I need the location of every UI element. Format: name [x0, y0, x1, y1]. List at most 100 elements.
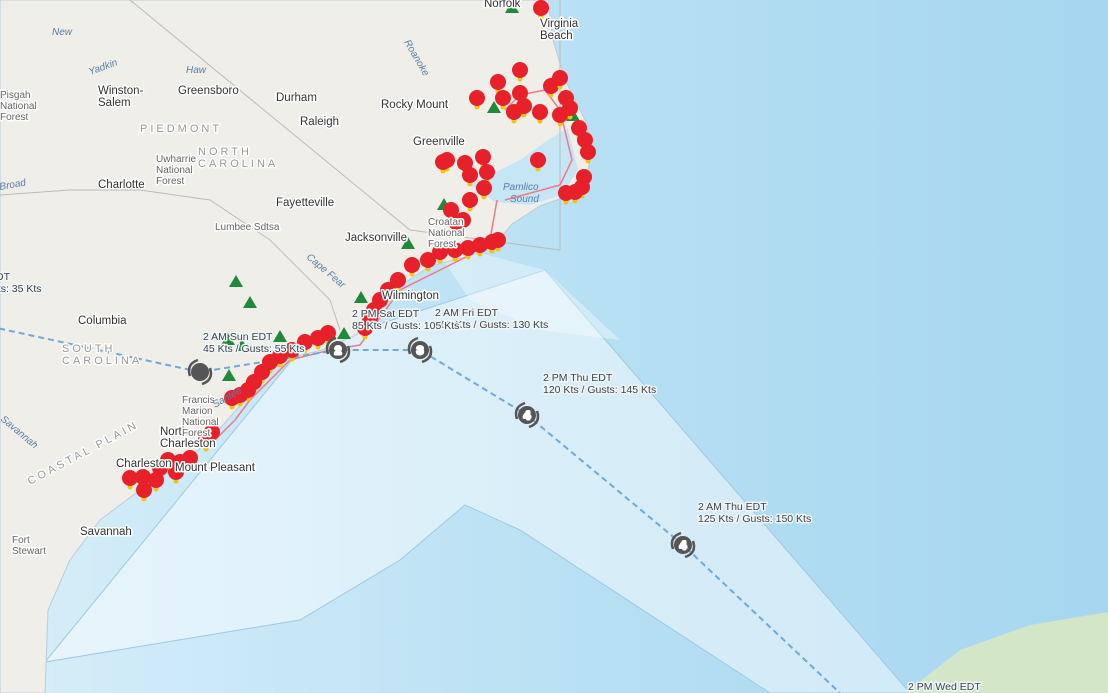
alert-marker [224, 390, 240, 406]
area-label: Pisgah [0, 90, 31, 101]
place-label: Raleigh [300, 116, 339, 128]
area-label: Lumbee Sdtsa [215, 222, 280, 233]
area-label: Forest [182, 428, 211, 439]
water-label: Haw [186, 65, 207, 76]
forecast-time: 2 PM Wed EDT [908, 681, 981, 693]
alert-marker [490, 232, 506, 248]
alert-marker [462, 167, 478, 183]
water-label: Pamlico [503, 182, 539, 193]
alert-marker [122, 470, 138, 486]
storm-swirl [670, 531, 696, 559]
forecast-cone-upper [430, 240, 620, 340]
forecast-time: 2 AM Fri EDT [435, 307, 499, 319]
shelter-marker [487, 101, 501, 113]
alert-marker [577, 132, 593, 148]
alert-marker [580, 144, 596, 160]
area-label: Uwharrie [156, 154, 196, 165]
storm-point [674, 536, 692, 554]
storm-swirl [325, 336, 351, 364]
area-label: Forest [0, 112, 29, 123]
shelter-marker [273, 330, 287, 342]
place-label: Greenville [413, 136, 465, 148]
alert-marker [512, 85, 528, 101]
markers [122, 0, 696, 559]
water-label: Sound [510, 194, 539, 205]
alert-marker [390, 272, 406, 288]
alert-marker [533, 0, 549, 16]
alert-marker [168, 464, 184, 480]
shelter-marker [229, 275, 243, 287]
shelter-marker [235, 339, 249, 351]
forecast-intensity: 120 Kts / Gusts: 145 Kts [543, 384, 656, 396]
alert-marker [530, 152, 546, 168]
land-outline [905, 612, 1108, 693]
area-label: Croatan [428, 217, 464, 228]
place-label: Mount Pleasant [175, 462, 256, 474]
region-label: CAROLINA [62, 355, 142, 367]
area-label: National [428, 228, 465, 239]
storm-point [411, 341, 429, 359]
water-label: New [52, 27, 73, 38]
forecast-cone [43, 269, 911, 693]
alert-marker [495, 90, 511, 106]
alert-marker [460, 240, 476, 256]
place-label: Jacksonville [345, 232, 407, 244]
forecast-intensity: 25 Kts / Gusts: 35 Kts [0, 283, 42, 295]
forecast-intensity: 45 Kts / Gusts: 55 Kts [203, 343, 305, 355]
shelter-marker [354, 291, 368, 303]
pamlico-sound [470, 128, 578, 205]
storm-swirl [187, 358, 213, 386]
forecast-time: 2 PM Sat EDT [352, 308, 420, 320]
area-label: Forest [156, 176, 185, 187]
alert-marker [198, 432, 214, 448]
alert-marker [516, 98, 532, 114]
alert-marker [432, 244, 448, 260]
alert-marker [420, 252, 436, 268]
alert-marker [571, 120, 587, 136]
place-label: Rocky Mount [381, 99, 449, 111]
forecast-intensity: 105 Kts / Gusts: 130 Kts [435, 319, 548, 331]
alert-marker [357, 320, 373, 336]
alert-marker [472, 237, 488, 253]
forecast-time: 2 AM Sun EDT [203, 331, 273, 343]
area-label: Forest [428, 239, 457, 250]
place-label: Greensboro [178, 85, 239, 97]
place-label: Charleston [160, 438, 216, 450]
forecast-time: 2 AM Thu EDT [698, 501, 767, 513]
alert-marker [479, 164, 495, 180]
place-label: Fayetteville [276, 197, 334, 209]
water-label: Broad [0, 177, 27, 193]
forecast-intensity: 85 Kts / Gusts: 105 Kts [352, 320, 459, 332]
alert-marker [135, 469, 151, 485]
alert-marker [490, 74, 506, 90]
alert-marker [558, 185, 574, 201]
storm-swirl [407, 336, 433, 364]
forecast-time: 2 PM Sun EDT [0, 271, 11, 283]
alert-marker [469, 90, 485, 106]
place-label: Salem [98, 97, 131, 109]
alert-marker [476, 180, 492, 196]
alert-marker [552, 107, 568, 123]
area-label: National [0, 101, 37, 112]
storm-category: 4 [524, 410, 531, 422]
storm-category: 2 [335, 345, 341, 357]
forecast-intensity: 125 Kts / Gusts: 150 Kts [698, 513, 811, 525]
alert-marker [447, 242, 463, 258]
alert-marker [462, 192, 478, 208]
region-label: PIEDMONT [140, 123, 222, 135]
alert-marker [448, 214, 464, 230]
area-label: National [156, 165, 193, 176]
forecast-time: 2 PM Thu EDT [543, 372, 613, 384]
shelter-marker [243, 296, 257, 308]
alert-marker [457, 155, 473, 171]
alert-marker [532, 104, 548, 120]
alert-marker [512, 62, 528, 78]
storm-point [191, 363, 209, 381]
place-label: Wilmington [382, 290, 439, 302]
shelter-marker [401, 237, 415, 249]
alert-marker [297, 334, 313, 350]
region-label: NORTH [198, 146, 252, 158]
place-label: Savannah [80, 526, 132, 538]
place-label: North [160, 426, 188, 438]
alert-marker [136, 482, 152, 498]
